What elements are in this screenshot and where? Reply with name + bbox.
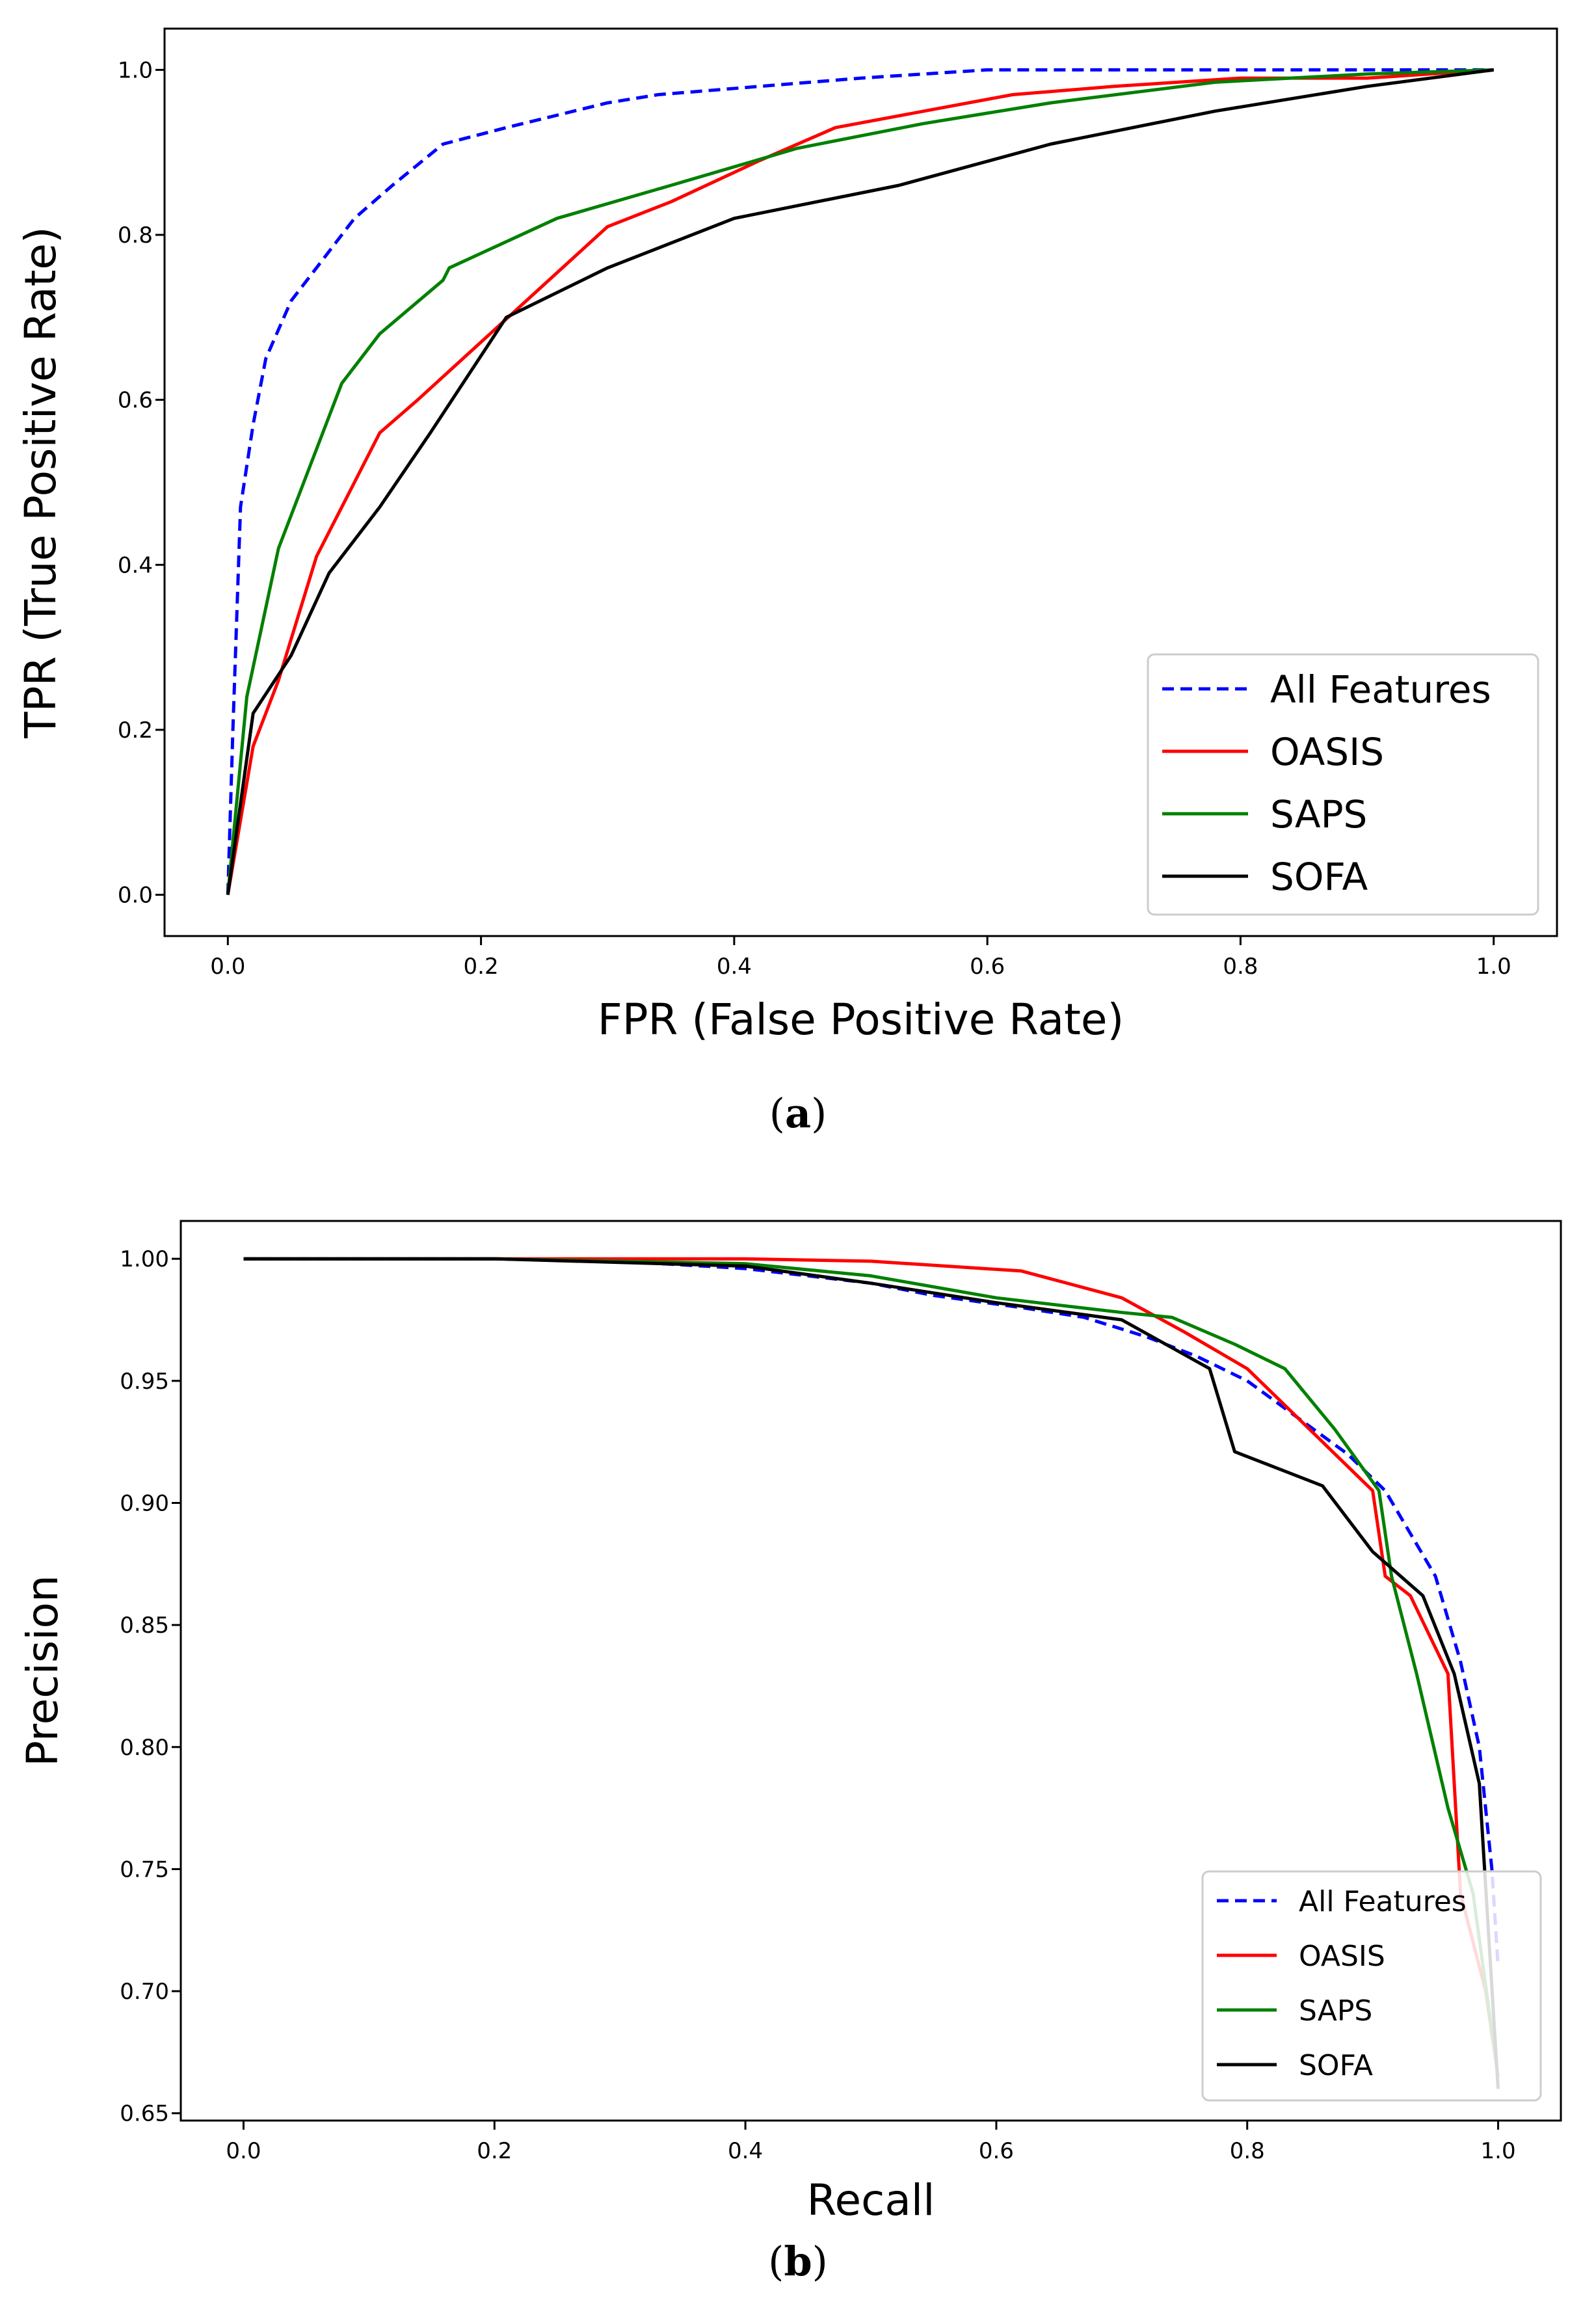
legend: All Features OASIS SAPS SOFA: [1147, 653, 1539, 916]
legend-box: [1147, 653, 1539, 916]
y-tick-label: 0.75: [120, 1856, 169, 1882]
panel-caption: (b): [768, 2238, 828, 2285]
plot-frame: [163, 27, 1558, 937]
y-tick-label: 0.8: [118, 222, 153, 248]
x-tick-label: 0.8: [1223, 954, 1258, 980]
caption-close: ): [811, 1090, 827, 1137]
y-tick-label: 0.0: [118, 883, 153, 909]
legend-label: All Features: [1299, 1885, 1467, 1918]
x-tick-label: 0.4: [717, 954, 752, 980]
y-axis-label: TPR (True Positive Rate): [16, 226, 66, 738]
legend: All Features OASIS SAPS SOFA: [1201, 1870, 1542, 2102]
series-line-saps: [226, 68, 1494, 895]
panel-caption: (a): [769, 1090, 827, 1137]
y-tick-label: 0.70: [120, 1979, 169, 2005]
legend-label: SOFA: [1299, 2049, 1373, 2082]
x-tick-label: 0.8: [1230, 2138, 1265, 2164]
series-line-oasis: [226, 68, 1494, 896]
y-axis-label: Precision: [18, 1575, 68, 1767]
x-tick-label: 0.2: [464, 954, 499, 980]
legend-label: OASIS: [1270, 730, 1384, 774]
y-tick-label: 0.4: [118, 552, 153, 578]
y-tick-label: 0.90: [120, 1490, 169, 1516]
series-group: [243, 1257, 1500, 2089]
chart-panel-precision-recall: 0.0 0.2 0.4 0.6 0.8 1.0 0.65 0.70 0.75 0.80 0.85 0.…: [18, 1220, 1562, 2285]
series-line-sofa: [243, 1257, 1500, 2089]
caption-letter: a: [785, 1090, 811, 1137]
y-tick-label: 0.2: [118, 717, 153, 743]
x-tick-label: 0.0: [226, 2138, 261, 2164]
series-line-sofa: [226, 68, 1495, 895]
caption-open: (: [768, 2238, 784, 2285]
x-axis-label: Recall: [807, 2175, 935, 2225]
x-tick-label: 0.0: [210, 954, 245, 980]
x-tick-label: 1.0: [1481, 2138, 1516, 2164]
series-line-all-features: [243, 1257, 1500, 1967]
caption-open: (: [769, 1090, 785, 1137]
series-line-all-features: [226, 68, 1494, 895]
y-tick-label: 0.95: [120, 1369, 169, 1395]
chart-panel-roc: 0.0 0.2 0.4 0.6 0.8 1.0 0.0 0.2 0.4 0.6 0.8 1.0 FPR …: [16, 27, 1558, 1137]
series-line-saps: [243, 1257, 1500, 2077]
legend-box: [1201, 1870, 1542, 2102]
x-axis-label: FPR (False Positive Rate): [598, 995, 1124, 1045]
legend-label: SOFA: [1270, 855, 1368, 899]
caption-close: ): [812, 2238, 828, 2285]
x-tick-label: 1.0: [1476, 954, 1511, 980]
y-tick-label: 0.6: [118, 388, 153, 414]
y-tick-label: 0.85: [120, 1613, 169, 1639]
legend-label: OASIS: [1299, 1940, 1385, 1973]
legend-label: All Features: [1270, 667, 1491, 712]
x-tick-label: 0.2: [477, 2138, 512, 2164]
x-tick-label: 0.4: [728, 2138, 763, 2164]
legend-label: SAPS: [1270, 792, 1367, 837]
x-tick-label: 0.6: [970, 954, 1005, 980]
y-tick-label: 0.65: [120, 2101, 169, 2127]
series-line-oasis: [243, 1257, 1500, 2077]
y-tick-label: 0.80: [120, 1735, 169, 1761]
y-tick-label: 1.0: [118, 57, 153, 83]
y-tick-label: 1.00: [120, 1246, 169, 1272]
plot-frame: [180, 1220, 1562, 2122]
caption-letter: b: [784, 2238, 812, 2285]
legend-label: SAPS: [1299, 1994, 1372, 2028]
series-group: [226, 68, 1495, 896]
x-tick-label: 0.6: [979, 2138, 1014, 2164]
